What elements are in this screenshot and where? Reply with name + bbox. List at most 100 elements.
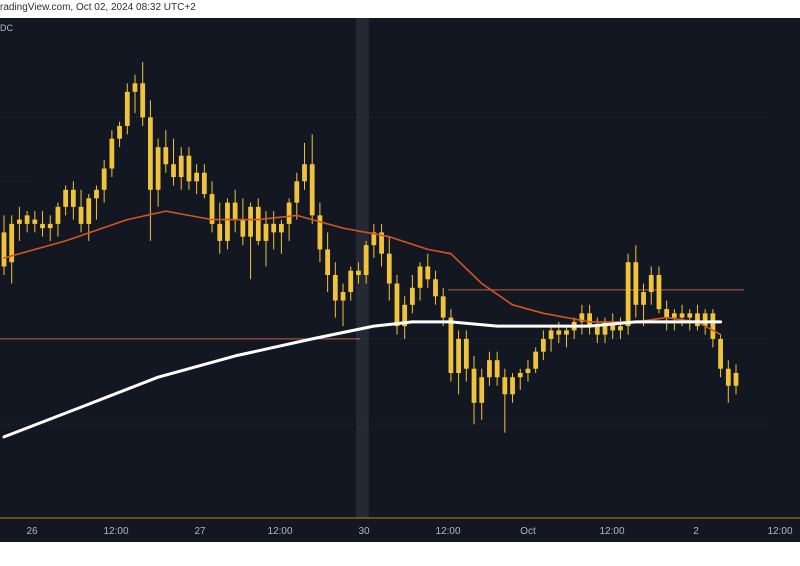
candle-body xyxy=(702,313,708,327)
candle-body xyxy=(86,198,92,224)
candle-body xyxy=(1,232,7,267)
candle-body xyxy=(556,330,562,335)
candle-body xyxy=(440,296,446,318)
candles-layer xyxy=(1,62,739,433)
candle-body xyxy=(55,206,61,224)
candle-body xyxy=(540,338,546,352)
symbol-label: DC xyxy=(0,23,13,33)
x-tick-label: 12:00 xyxy=(267,526,292,537)
candle-body xyxy=(610,321,616,331)
candle-body xyxy=(695,313,700,327)
candle-body xyxy=(217,223,223,241)
candle-body xyxy=(9,223,15,263)
x-tick-label: 2 xyxy=(693,526,699,537)
candle-body xyxy=(641,292,646,305)
candle-body xyxy=(356,270,361,275)
candle-body xyxy=(379,232,384,254)
candle-body xyxy=(363,245,369,275)
candle-body xyxy=(340,292,346,301)
candle-body xyxy=(47,223,53,229)
candle-body xyxy=(148,117,153,190)
candle-body xyxy=(425,266,431,280)
candle-body xyxy=(271,223,277,233)
candle-body xyxy=(510,377,515,395)
header-bar: radingView.com, Oct 02, 2024 08:32 UTC+2 xyxy=(0,0,800,18)
candle-body xyxy=(155,147,161,190)
candle-body xyxy=(656,275,662,310)
x-tick-label: Oct xyxy=(520,526,536,537)
candle-body xyxy=(633,262,639,305)
candle-body xyxy=(733,372,739,386)
candle-body xyxy=(255,206,261,241)
candle-body xyxy=(40,223,45,229)
candle-body xyxy=(602,321,608,335)
candle-body xyxy=(456,338,461,373)
candle-body xyxy=(240,219,246,237)
candle-body xyxy=(687,313,693,318)
x-tick-label: 12:00 xyxy=(435,526,460,537)
candle-body xyxy=(140,83,146,118)
candle-body xyxy=(302,164,307,182)
candle-body xyxy=(494,360,500,378)
candle-body xyxy=(371,232,377,246)
candle-body xyxy=(186,155,192,182)
candle-body xyxy=(579,313,585,322)
candle-body xyxy=(417,266,423,288)
candle-body xyxy=(402,304,408,327)
candle-body xyxy=(679,313,685,318)
source-attribution: radingView.com, Oct 02, 2024 08:32 UTC+2 xyxy=(0,2,196,13)
candle-body xyxy=(171,164,176,178)
candle-body xyxy=(671,313,677,318)
candle-body xyxy=(232,202,238,220)
candle-body xyxy=(317,215,323,250)
x-tick-label: 27 xyxy=(194,526,206,537)
candle-body xyxy=(548,330,554,339)
x-tick-label: 26 xyxy=(26,526,38,537)
session-highlight xyxy=(356,18,369,518)
candle-body xyxy=(533,351,539,369)
candle-body xyxy=(625,262,631,327)
candle-body xyxy=(248,206,253,237)
candle-body xyxy=(664,309,670,318)
candle-body xyxy=(348,270,354,293)
candle-body xyxy=(17,219,22,224)
candle-body xyxy=(109,138,115,169)
bottom-margin xyxy=(0,542,800,566)
candle-body xyxy=(718,338,723,369)
price-chart[interactable]: 26 12:00 27 12:00 30 12:00 Oct 12:00 2 12:00 DC xyxy=(0,18,800,542)
candle-body xyxy=(32,219,38,224)
candle-body xyxy=(463,338,469,369)
candle-body xyxy=(309,164,315,216)
candle-body xyxy=(279,223,284,233)
candle-body xyxy=(448,317,454,373)
candle-body xyxy=(433,279,438,297)
candle-body xyxy=(78,206,84,224)
candle-body xyxy=(132,83,138,92)
candle-body xyxy=(618,326,623,331)
candle-body xyxy=(587,313,592,327)
candle-body xyxy=(94,189,99,199)
candle-body xyxy=(225,202,230,241)
candle-body xyxy=(332,275,338,301)
candle-body xyxy=(487,360,492,378)
candle-body xyxy=(525,368,531,373)
x-tick-label: 12:00 xyxy=(599,526,624,537)
candle-body xyxy=(594,326,600,335)
candle-body xyxy=(648,275,654,293)
candle-body xyxy=(564,330,569,335)
candle-body xyxy=(263,223,269,241)
candle-body xyxy=(394,283,400,327)
session-highlight-layer xyxy=(356,18,369,518)
candle-body xyxy=(386,253,392,284)
candle-body xyxy=(124,91,130,126)
candle-body xyxy=(70,189,76,207)
candle-body xyxy=(710,313,716,339)
x-axis-ticks: 26 12:00 27 12:00 30 12:00 Oct 12:00 2 12:00 xyxy=(26,526,793,537)
candle-body xyxy=(117,125,122,139)
candle-body xyxy=(194,172,200,182)
x-tick-label: 30 xyxy=(358,526,370,537)
candle-body xyxy=(517,372,523,378)
candle-body xyxy=(502,377,508,395)
candle-body xyxy=(286,202,292,224)
candle-body xyxy=(101,168,107,190)
